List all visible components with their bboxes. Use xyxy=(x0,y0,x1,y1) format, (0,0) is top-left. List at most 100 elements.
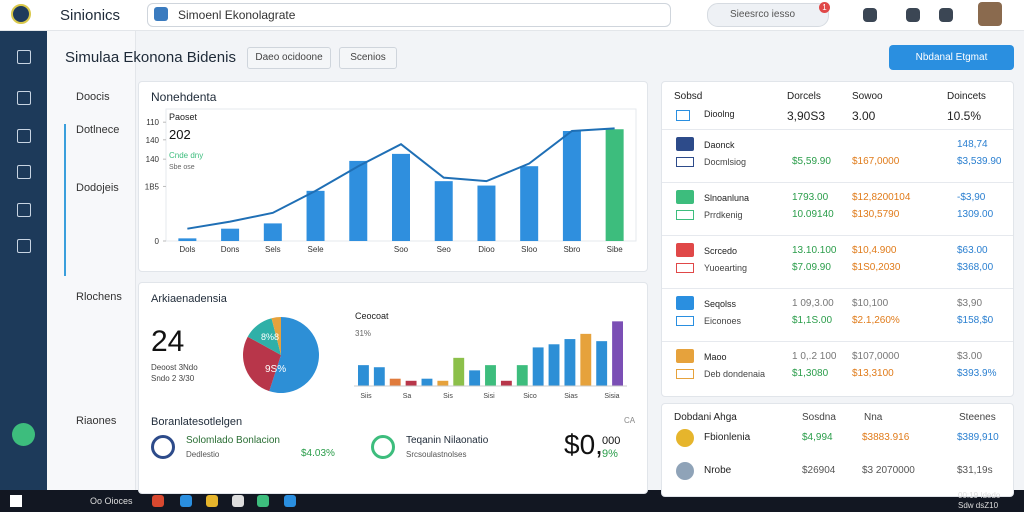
row-icon xyxy=(676,296,694,310)
pie-slice xyxy=(269,317,319,393)
subnav-item[interactable]: Rlochens xyxy=(76,291,122,303)
bar xyxy=(548,344,560,386)
cell: $1,3080 xyxy=(792,368,829,379)
row-icon xyxy=(676,157,694,167)
column-header: Nna xyxy=(864,412,883,423)
chart: 110 140 140 1B5 0 Dols Dons Sels Sele Soo Seo Dioo S… xyxy=(145,108,637,254)
taskbar-app[interactable] xyxy=(206,495,218,507)
taskbar-search[interactable]: Oo Oioces xyxy=(90,496,133,506)
cell: 10.09140 xyxy=(792,209,834,220)
cell: $167,0000 xyxy=(852,156,900,167)
nav-icon[interactable] xyxy=(17,203,31,217)
top-icon[interactable] xyxy=(939,8,953,22)
x-tick-label: Sisi xyxy=(483,393,495,400)
cell: $10,4.900 xyxy=(852,245,897,256)
search-text: Sieesrco iesso xyxy=(730,9,796,20)
section-title: Boranlatesotlelgen xyxy=(151,416,243,428)
item-title: Teqanin Nilaonatio xyxy=(406,435,489,446)
cell: Dioolng xyxy=(704,109,735,119)
bar xyxy=(453,357,465,386)
column-header: Sosdna xyxy=(802,412,836,423)
row-icon xyxy=(676,190,694,204)
bar xyxy=(564,339,576,386)
row-icon xyxy=(676,462,694,480)
column-header: Sobsd xyxy=(674,91,703,102)
row-icon xyxy=(676,316,694,326)
search-pill[interactable]: Sieesrco iesso xyxy=(707,3,829,27)
item-icon xyxy=(151,435,175,459)
row-name: Seqolss xyxy=(704,299,737,309)
x-tick-label: Sele xyxy=(308,245,325,254)
note: Deoost 3Ndo xyxy=(151,363,198,372)
bar xyxy=(358,365,369,386)
bar xyxy=(532,347,544,386)
nav-icon[interactable] xyxy=(17,91,31,105)
x-tick-label: Sisia xyxy=(604,393,619,400)
chart-overlay: Sbe ose xyxy=(169,164,195,171)
cell: 1309.00 xyxy=(957,209,994,220)
nav-icon[interactable] xyxy=(17,129,31,143)
row-name: Slnoanluna xyxy=(704,193,750,203)
subnav-item[interactable]: Dotlnece xyxy=(76,124,120,136)
taskbar-app[interactable] xyxy=(257,495,269,507)
big-number: 24 xyxy=(151,325,185,358)
bar xyxy=(349,160,368,241)
taskbar-app[interactable] xyxy=(284,495,296,507)
row-icon xyxy=(676,210,694,220)
action-button[interactable]: Nbdanal Etgmat xyxy=(889,45,1014,70)
row-sub: Prrdkenig xyxy=(704,210,743,220)
note: Sndo 2 3/30 xyxy=(151,374,195,383)
taskbar-app[interactable] xyxy=(232,495,244,507)
cell: $5,59.90 xyxy=(792,156,831,167)
header-button[interactable]: Scenios xyxy=(339,47,397,69)
x-tick-label: Sibe xyxy=(607,245,624,254)
subnav-item[interactable]: Dodojeis xyxy=(76,182,119,194)
bar xyxy=(580,333,592,386)
subnav xyxy=(47,31,136,490)
chart: Siis Sa Sis Sisi Sico Sias Sisia xyxy=(354,321,627,400)
bar xyxy=(373,367,385,386)
chart-overlay: 202 xyxy=(169,127,191,142)
nav-icon[interactable] xyxy=(12,423,35,446)
x-tick-label: Sias xyxy=(564,393,578,400)
pie-label: 8%8 xyxy=(261,332,279,342)
cell: $1S0,2030 xyxy=(852,262,901,273)
start-button[interactable] xyxy=(10,495,22,507)
taskbar-app[interactable] xyxy=(180,495,192,507)
avatar[interactable] xyxy=(978,2,1002,26)
subnav-item[interactable]: Doocis xyxy=(76,91,110,103)
row-sub: Yuoearting xyxy=(704,263,748,273)
search-box[interactable]: Simoenl Ekonolagrate xyxy=(147,3,671,27)
bar xyxy=(605,129,624,241)
y-tick-label: 140 xyxy=(146,136,160,145)
nav-icon[interactable] xyxy=(17,165,31,179)
column-header: Dobdani Ahga xyxy=(674,412,737,423)
bar xyxy=(437,380,449,386)
x-tick-label: Dons xyxy=(221,245,240,254)
app-name: Sinionics xyxy=(60,7,121,24)
top-icon[interactable] xyxy=(906,8,920,22)
bar xyxy=(520,166,539,241)
row-divider xyxy=(662,182,1013,183)
top-icon[interactable] xyxy=(863,8,877,22)
header-button[interactable]: Daeo ocidoone xyxy=(247,47,331,69)
date: Sdw dsZ10 xyxy=(958,501,999,510)
cell: $393.9% xyxy=(957,368,997,379)
badge: 1 xyxy=(819,2,830,13)
taskbar-app[interactable] xyxy=(152,495,164,507)
pie-slice xyxy=(271,317,281,355)
row-divider xyxy=(662,288,1013,289)
column-header: Doincets xyxy=(947,91,986,102)
row-name: Daonck xyxy=(704,140,735,150)
cell: $158,$0 xyxy=(957,315,994,326)
subnav-item[interactable]: Riaones xyxy=(76,415,117,427)
bar xyxy=(477,185,496,241)
column-header: Sowoo xyxy=(852,91,883,102)
cell: $12,8200104 xyxy=(852,192,911,203)
nav-icon[interactable] xyxy=(17,239,31,253)
pie-label: 9S% xyxy=(265,364,286,375)
nav-icon[interactable] xyxy=(17,50,31,64)
row-icon xyxy=(676,137,694,151)
cell: $107,0000 xyxy=(852,351,900,362)
